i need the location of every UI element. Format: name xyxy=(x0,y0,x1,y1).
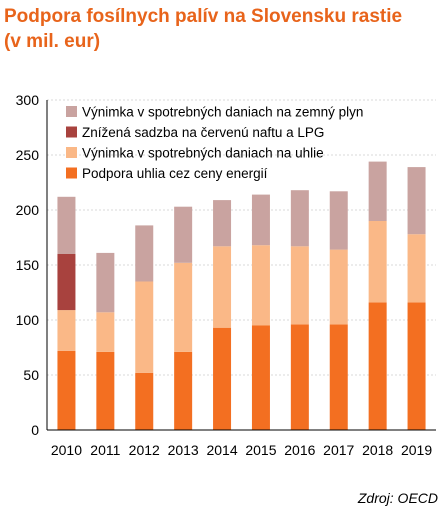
bars xyxy=(57,161,426,430)
bar-segment-2016-series-1 xyxy=(290,246,309,325)
x-tick-label: 2018 xyxy=(362,442,393,458)
legend-swatch-3 xyxy=(66,106,77,117)
x-tick-label: 2019 xyxy=(401,442,432,458)
bar-segment-2014-series-0 xyxy=(213,327,232,430)
bar-segment-2013-series-3 xyxy=(174,206,193,263)
x-tick-label: 2015 xyxy=(245,442,276,458)
bar-segment-2013-series-1 xyxy=(174,262,193,352)
bar-segment-2010-series-2 xyxy=(57,254,76,311)
bar-segment-2010-series-3 xyxy=(57,196,76,254)
x-tick-label: 2012 xyxy=(129,442,160,458)
legend-label-2: Znížená sadzba na červenú naftu a LPG xyxy=(82,125,324,140)
bar-segment-2012-series-1 xyxy=(135,281,154,373)
bar-segment-2016-series-3 xyxy=(290,190,309,247)
chart-title: Podpora fosílnych palív na Slovensku ras… xyxy=(4,4,440,54)
bar-segment-2013-series-0 xyxy=(174,351,193,430)
chart-title-line-2: (v mil. eur) xyxy=(4,31,101,52)
bar-segment-2014-series-1 xyxy=(213,246,232,328)
legend-label-3: Výnimka v spotrebných daniach na zemný p… xyxy=(82,105,363,120)
x-tick-label: 2014 xyxy=(206,442,237,458)
source-note: Zdroj: OECD xyxy=(357,490,438,506)
x-tick-labels: 2010 2011 2012 2013 2014 2015 2016 2017 2018 2019 xyxy=(51,442,432,458)
bar-segment-2018-series-3 xyxy=(368,161,387,221)
bar-segment-2015-series-3 xyxy=(251,194,270,246)
bar-segment-2019-series-0 xyxy=(407,302,426,430)
legend-label-0: Podpora uhlia cez ceny energií xyxy=(82,166,268,181)
bar-segment-2018-series-1 xyxy=(368,221,387,303)
chart-title-line-1: Podpora fosílnych palív na Slovensku ras… xyxy=(4,6,403,27)
y-tick-labels: 0 50 100 150 200 250 300 xyxy=(16,92,40,438)
x-tick-label: 2016 xyxy=(284,442,315,458)
legend-swatch-2 xyxy=(66,126,77,138)
y-tick-label: 250 xyxy=(16,147,40,163)
bar-segment-2016-series-0 xyxy=(290,324,309,430)
y-tick-label: 200 xyxy=(16,202,40,218)
bar-segment-2012-series-0 xyxy=(135,372,154,430)
legend: Výnimka v spotrebných daniach na zemný p… xyxy=(66,105,363,181)
x-tick-label: 2013 xyxy=(168,442,199,458)
bar-segment-2019-series-3 xyxy=(407,167,426,235)
legend-swatch-0 xyxy=(66,167,77,179)
y-tick-label: 100 xyxy=(16,312,40,328)
x-tick-label: 2011 xyxy=(90,442,120,458)
y-tick-label: 300 xyxy=(16,92,40,108)
bar-segment-2014-series-3 xyxy=(213,200,232,247)
y-tick-label: 150 xyxy=(16,257,40,273)
bar-segment-2017-series-0 xyxy=(329,324,348,430)
bar-segment-2010-series-0 xyxy=(57,350,76,430)
bar-segment-2010-series-1 xyxy=(57,310,76,351)
bar-segment-2015-series-1 xyxy=(251,245,270,326)
y-tick-label: 50 xyxy=(23,367,39,383)
bar-segment-2018-series-0 xyxy=(368,302,387,430)
bar-segment-2017-series-3 xyxy=(329,191,348,250)
legend-swatch-1 xyxy=(66,147,77,158)
x-tick-label: 2010 xyxy=(51,442,82,458)
x-tick-label: 2017 xyxy=(323,442,354,458)
bar-segment-2019-series-1 xyxy=(407,234,426,303)
y-tick-label: 0 xyxy=(31,422,39,438)
bar-segment-2011-series-1 xyxy=(96,312,115,352)
bar-segment-2011-series-0 xyxy=(96,351,115,430)
bar-segment-2015-series-0 xyxy=(251,325,270,430)
legend-label-1: Výnimka v spotrebných daniach na uhlie xyxy=(82,146,324,161)
bar-segment-2011-series-3 xyxy=(96,252,115,313)
bar-segment-2017-series-1 xyxy=(329,249,348,325)
bar-segment-2012-series-3 xyxy=(135,225,154,282)
axes xyxy=(46,100,436,431)
